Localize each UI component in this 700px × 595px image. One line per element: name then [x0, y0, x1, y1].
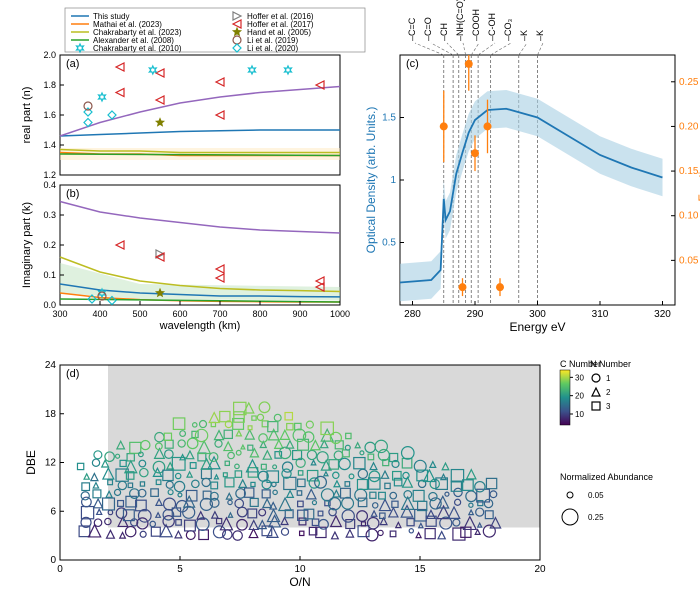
svg-text:2.0: 2.0	[43, 50, 56, 60]
svg-text:290: 290	[467, 309, 484, 320]
figure-svg: This studyMathai et al. (2023)Chakrabart…	[0, 0, 700, 595]
svg-text:1: 1	[606, 374, 611, 383]
svg-text:1.8: 1.8	[43, 80, 56, 90]
svg-text:24: 24	[45, 360, 57, 371]
svg-text:800: 800	[252, 309, 267, 319]
svg-text:1.4: 1.4	[43, 140, 56, 150]
svg-text:1.2: 1.2	[43, 170, 56, 180]
svg-text:–C-OH: –C-OH	[487, 13, 497, 41]
svg-text:Energy eV: Energy eV	[509, 320, 565, 334]
svg-text:0: 0	[50, 555, 56, 566]
svg-text:10: 10	[575, 410, 584, 419]
svg-text:18: 18	[45, 409, 57, 420]
svg-text:0.05: 0.05	[588, 491, 604, 500]
svg-text:–CO₃: –CO₃	[503, 18, 513, 41]
svg-text:wavelength (km): wavelength (km)	[159, 320, 241, 332]
svg-text:0.20: 0.20	[679, 121, 699, 132]
svg-text:400: 400	[92, 309, 107, 319]
svg-text:30: 30	[575, 373, 584, 382]
svg-text:0.3: 0.3	[43, 210, 56, 220]
svg-text:6: 6	[50, 506, 56, 517]
svg-text:500: 500	[132, 309, 147, 319]
svg-text:0.05: 0.05	[679, 255, 699, 266]
svg-text:Normalized Abundance: Normalized Abundance	[560, 472, 653, 482]
svg-text:1.6: 1.6	[43, 110, 56, 120]
svg-text:1.5: 1.5	[382, 113, 396, 124]
svg-text:0.4: 0.4	[43, 180, 56, 190]
figure-container: This studyMathai et al. (2023)Chakrabart…	[0, 0, 700, 595]
svg-text:20: 20	[534, 564, 546, 575]
svg-text:900: 900	[292, 309, 307, 319]
svg-text:1: 1	[390, 175, 396, 186]
svg-text:3: 3	[606, 402, 611, 411]
svg-text:0.10: 0.10	[679, 211, 699, 222]
svg-text:–C=C: –C=C	[407, 17, 417, 41]
svg-text:0.2: 0.2	[43, 240, 56, 250]
svg-text:(c): (c)	[406, 58, 419, 70]
svg-text:–NH(C=O): –NH(C=O)	[455, 0, 465, 41]
svg-text:O/N: O/N	[289, 575, 310, 589]
svg-text:20: 20	[575, 392, 584, 401]
svg-text:–CH: –CH	[439, 23, 449, 41]
svg-text:N Number: N Number	[590, 359, 631, 369]
svg-text:280: 280	[404, 309, 421, 320]
svg-text:1000: 1000	[330, 309, 350, 319]
svg-text:15: 15	[414, 564, 426, 575]
svg-text:2: 2	[606, 388, 611, 397]
svg-text:Fraction: Fraction	[696, 158, 700, 201]
svg-text:DBE: DBE	[24, 450, 38, 475]
svg-text:12: 12	[45, 458, 57, 469]
svg-text:0.0: 0.0	[43, 300, 56, 310]
svg-text:0: 0	[57, 564, 63, 575]
svg-text:–C=O: –C=O	[423, 17, 433, 41]
svg-text:700: 700	[212, 309, 227, 319]
svg-text:300: 300	[529, 309, 546, 320]
svg-text:600: 600	[172, 309, 187, 319]
svg-text:(b): (b)	[66, 188, 79, 200]
svg-text:300: 300	[52, 309, 67, 319]
svg-text:5: 5	[177, 564, 183, 575]
svg-text:real part (n): real part (n)	[21, 87, 33, 144]
svg-text:320: 320	[654, 309, 671, 320]
svg-text:–K: –K	[535, 30, 545, 41]
svg-text:10: 10	[294, 564, 306, 575]
svg-text:0.5: 0.5	[382, 238, 396, 249]
svg-text:Li et al. (2020): Li et al. (2020)	[247, 44, 298, 53]
svg-text:–K: –K	[519, 30, 529, 41]
svg-text:–COOH: –COOH	[471, 9, 481, 41]
svg-text:(a): (a)	[66, 58, 79, 70]
svg-text:0.25: 0.25	[588, 513, 604, 522]
svg-text:310: 310	[592, 309, 609, 320]
svg-text:Optical Density (arb. Units.): Optical Density (arb. Units.)	[364, 107, 378, 254]
svg-text:0.25: 0.25	[679, 77, 699, 88]
svg-text:Chakrabarty et al. (2010): Chakrabarty et al. (2010)	[93, 44, 182, 53]
svg-text:0.1: 0.1	[43, 270, 56, 280]
svg-text:(d): (d)	[66, 368, 79, 380]
svg-text:Imaginary part (k): Imaginary part (k)	[21, 202, 33, 288]
